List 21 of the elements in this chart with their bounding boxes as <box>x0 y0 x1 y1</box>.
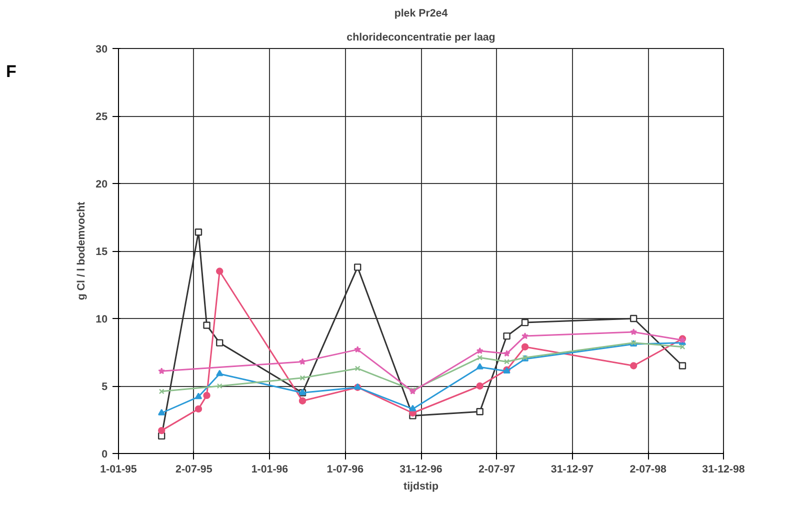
chart-subtitle: chlorideconcentratie per laag <box>346 32 496 44</box>
y-tick-label: 15 <box>96 246 108 258</box>
y-tick-label: 30 <box>96 44 108 56</box>
x-tick-label: 2-07-98 <box>630 464 667 476</box>
x-tick-label: 1-07-96 <box>326 464 364 476</box>
text: F <box>6 61 16 83</box>
x-tick-label: 1-01-96 <box>251 464 288 476</box>
x-tick-label: 2-07-95 <box>176 464 212 476</box>
x-tick-label: 31-12-97 <box>550 464 594 476</box>
chart-title: plek Pr2e4 <box>394 8 448 20</box>
y-tick-label: 25 <box>96 111 108 123</box>
y-tick-label: 10 <box>96 314 108 326</box>
x-tick-label: 2-07-97 <box>478 464 516 476</box>
y-tick-label: 0 <box>102 448 108 460</box>
x-tick-label: 31-12-98 <box>702 464 745 476</box>
y-tick-label: 5 <box>102 381 108 393</box>
x-axis-title: tijdstip <box>404 480 439 492</box>
y-axis-title: g Cl / l bodemvocht <box>76 201 88 300</box>
x-tick-label: 31-12-96 <box>400 464 442 476</box>
y-tick-label: 20 <box>96 178 108 190</box>
x-tick-label: 1-01-95 <box>100 464 137 476</box>
